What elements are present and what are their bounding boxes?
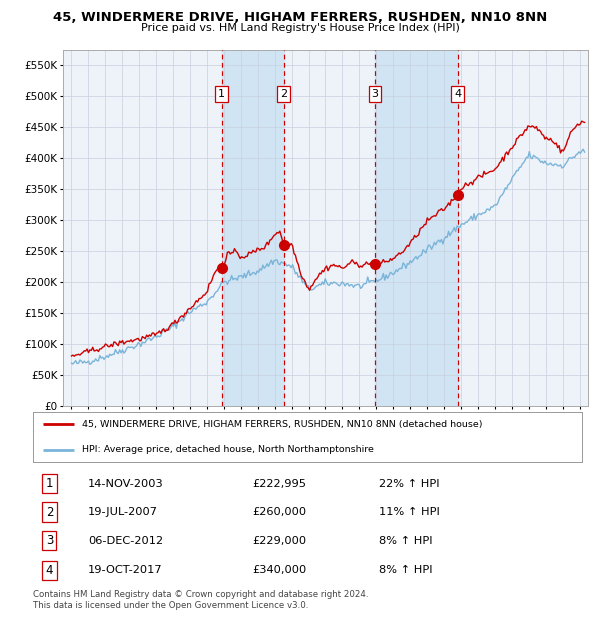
Bar [221, 50, 284, 406]
Text: Contains HM Land Registry data © Crown copyright and database right 2024.
This d: Contains HM Land Registry data © Crown c… [33, 590, 368, 609]
Text: Price paid vs. HM Land Registry's House Price Index (HPI): Price paid vs. HM Land Registry's House … [140, 23, 460, 33]
Text: 4: 4 [454, 89, 461, 99]
Text: 8% ↑ HPI: 8% ↑ HPI [379, 565, 433, 575]
Text: 14-NOV-2003: 14-NOV-2003 [88, 479, 164, 489]
Bar [375, 50, 458, 406]
Text: 2: 2 [280, 89, 287, 99]
Text: HPI: Average price, detached house, North Northamptonshire: HPI: Average price, detached house, Nort… [82, 446, 374, 454]
Text: 2: 2 [46, 505, 53, 518]
Text: 45, WINDERMERE DRIVE, HIGHAM FERRERS, RUSHDEN, NN10 8NN: 45, WINDERMERE DRIVE, HIGHAM FERRERS, RU… [53, 11, 547, 24]
Text: £260,000: £260,000 [253, 507, 307, 517]
Text: 3: 3 [46, 534, 53, 547]
Text: 22% ↑ HPI: 22% ↑ HPI [379, 479, 439, 489]
Text: £340,000: £340,000 [253, 565, 307, 575]
Text: £222,995: £222,995 [253, 479, 307, 489]
Text: 45, WINDERMERE DRIVE, HIGHAM FERRERS, RUSHDEN, NN10 8NN (detached house): 45, WINDERMERE DRIVE, HIGHAM FERRERS, RU… [82, 420, 483, 428]
Text: 19-JUL-2007: 19-JUL-2007 [88, 507, 158, 517]
Text: 8% ↑ HPI: 8% ↑ HPI [379, 536, 433, 546]
Text: 1: 1 [218, 89, 225, 99]
Text: 11% ↑ HPI: 11% ↑ HPI [379, 507, 440, 517]
Text: 4: 4 [46, 564, 53, 577]
Text: 19-OCT-2017: 19-OCT-2017 [88, 565, 163, 575]
Text: £229,000: £229,000 [253, 536, 307, 546]
Text: 1: 1 [46, 477, 53, 490]
Text: 06-DEC-2012: 06-DEC-2012 [88, 536, 163, 546]
Text: 3: 3 [371, 89, 379, 99]
